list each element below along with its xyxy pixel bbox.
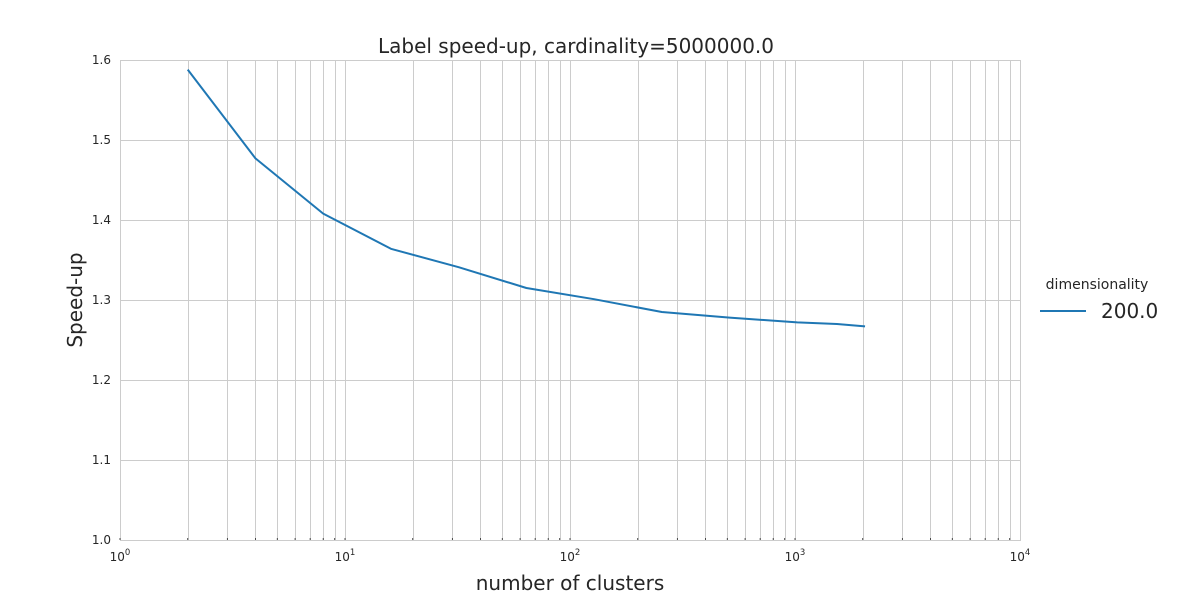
y-tick-label: 1.0 — [92, 533, 111, 547]
y-tick-label: 1.4 — [92, 213, 111, 227]
x-tick-label: 101 — [335, 548, 356, 564]
y-tick-label: 1.5 — [92, 133, 111, 147]
legend: dimensionality 200.0 — [1040, 277, 1158, 323]
legend-label: 200.0 — [1101, 299, 1158, 323]
series-line — [186, 68, 866, 328]
y-tick-labels: 1.0 1.1 1.2 1.3 1.4 1.5 1.6 — [92, 53, 111, 547]
x-axis-label: number of clusters — [476, 571, 665, 595]
x-tick-label: 100 — [110, 548, 131, 564]
plot-frame — [120, 60, 1021, 541]
y-tick-label: 1.3 — [92, 293, 111, 307]
grid-layer — [120, 60, 1020, 541]
rug-layer — [119, 538, 1011, 540]
y-tick-label: 1.6 — [92, 53, 111, 67]
y-tick-label: 1.1 — [92, 453, 111, 467]
x-tick-labels: 100 101 102 103 104 — [110, 548, 1031, 564]
x-tick-label: 104 — [1010, 548, 1031, 564]
legend-title: dimensionality — [1046, 277, 1149, 293]
series-layer — [186, 68, 866, 328]
chart-title: Label speed-up, cardinality=5000000.0 — [378, 34, 774, 58]
x-tick-label: 102 — [560, 548, 581, 564]
x-tick-label: 103 — [785, 548, 806, 564]
y-tick-label: 1.2 — [92, 373, 111, 387]
y-axis-label: Speed-up — [63, 252, 87, 347]
